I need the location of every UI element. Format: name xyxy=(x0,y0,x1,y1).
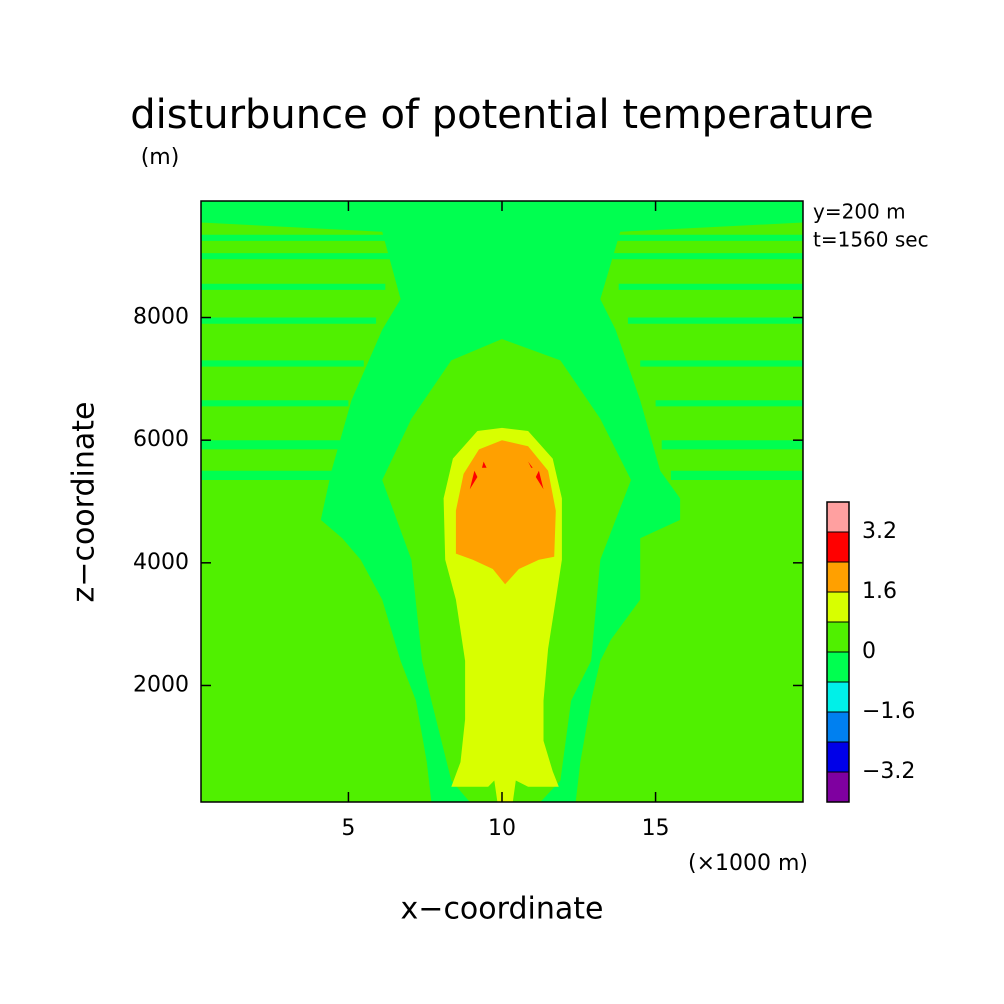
colorbar-tick-label: 3.2 xyxy=(862,519,897,544)
annotation: y=200 m xyxy=(813,200,906,224)
contour-region xyxy=(482,461,487,468)
x-unit: (×1000 m) xyxy=(688,851,808,876)
colorbar-band xyxy=(827,562,849,592)
annotation: t=1560 sec xyxy=(813,228,929,252)
x-tick-label: 5 xyxy=(341,816,355,841)
colorbar-tick-label: 0 xyxy=(862,639,876,664)
colorbar-band xyxy=(827,652,849,682)
contour-region xyxy=(201,470,334,480)
colorbar-tick-label: −1.6 xyxy=(862,699,915,724)
chart-title: disturbunce of potential temperature xyxy=(130,92,874,138)
colorbar-band xyxy=(827,682,849,712)
y-tick-label: 4000 xyxy=(133,550,189,575)
contour-region xyxy=(618,283,803,290)
contour-region xyxy=(469,470,478,490)
contour-region xyxy=(612,253,803,260)
contour-region xyxy=(535,470,544,490)
colorbar-band xyxy=(827,772,849,802)
contour-region xyxy=(661,440,803,450)
contour-region xyxy=(627,317,803,324)
y-tick-label: 6000 xyxy=(133,427,189,452)
contour-region xyxy=(455,440,556,585)
contour-region xyxy=(201,440,343,450)
x-tick-label: 10 xyxy=(488,816,516,841)
contour-region xyxy=(201,360,364,367)
colorbar-band xyxy=(827,532,849,562)
contour-region xyxy=(640,360,803,367)
contour-region xyxy=(201,400,349,407)
contour-region xyxy=(201,253,392,260)
contour-region xyxy=(655,400,803,407)
x-tick-label: 15 xyxy=(642,816,670,841)
contour-region xyxy=(201,317,377,324)
colorbar-frame xyxy=(826,501,850,803)
plot-area xyxy=(201,201,803,802)
contour-region xyxy=(670,470,803,480)
y-tick-label: 8000 xyxy=(133,305,189,330)
y-unit: (m) xyxy=(141,145,180,170)
colorbar-band xyxy=(827,622,849,652)
colorbar-band xyxy=(827,712,849,742)
contour-region xyxy=(603,234,803,241)
contour-region xyxy=(528,461,533,468)
x-axis-label: x−coordinate xyxy=(401,892,604,927)
y-tick-label: 2000 xyxy=(133,672,189,697)
colorbar-tick-label: 1.6 xyxy=(862,579,897,604)
colorbar-band xyxy=(827,742,849,772)
colorbar-band xyxy=(827,592,849,622)
y-axis-label: z−coordinate xyxy=(67,402,102,603)
colorbar-tick-label: −3.2 xyxy=(862,759,915,784)
contour-region xyxy=(201,283,386,290)
colorbar-band xyxy=(827,502,849,532)
contour-region xyxy=(201,234,401,241)
